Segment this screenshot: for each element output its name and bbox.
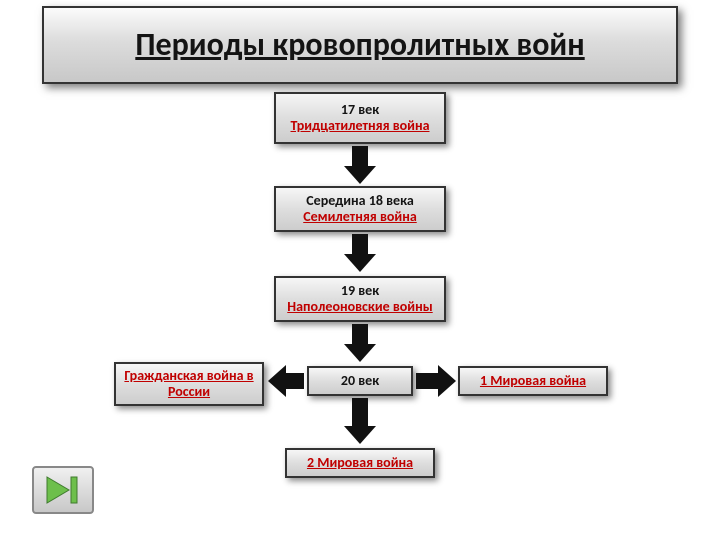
play-next-icon	[43, 475, 83, 505]
node-19c: 19 век Наполеоновские войны	[274, 276, 446, 322]
war-link-ww1[interactable]: 1 Мировая война	[480, 373, 586, 389]
arrow-right-icon	[416, 373, 440, 389]
war-link-napoleonic[interactable]: Наполеоновские войны	[287, 299, 432, 315]
node-20c: 20 век	[307, 366, 413, 396]
node-period: 20 век	[341, 373, 379, 389]
node-period: 19 век	[341, 283, 379, 299]
node-ww2: 2 Мировая война	[285, 448, 435, 478]
war-link-civil-russia[interactable]: Гражданская война в России	[120, 368, 258, 400]
next-slide-button[interactable]	[32, 466, 94, 514]
arrow-left-icon	[284, 373, 304, 389]
war-link-seven-years[interactable]: Семилетняя война	[303, 209, 417, 225]
title-text: Периоды кровопролитных войн	[135, 27, 584, 62]
arrow-down-icon	[352, 234, 368, 256]
title-box: Периоды кровопролитных войн	[42, 6, 678, 84]
war-link-ww2[interactable]: 2 Мировая война	[307, 455, 413, 471]
node-period: Середина 18 века	[306, 193, 413, 209]
arrow-down-icon	[352, 146, 368, 168]
arrow-down-icon	[352, 398, 368, 428]
war-link-thirty-years[interactable]: Тридцатилетняя война	[291, 118, 430, 134]
node-ww1: 1 Мировая война	[458, 366, 608, 396]
arrow-down-icon	[352, 324, 368, 346]
node-civil-war: Гражданская война в России	[114, 362, 264, 406]
node-17c: 17 век Тридцатилетняя война	[274, 92, 446, 144]
node-18c: Середина 18 века Семилетняя война	[274, 186, 446, 232]
node-period: 17 век	[341, 102, 379, 118]
